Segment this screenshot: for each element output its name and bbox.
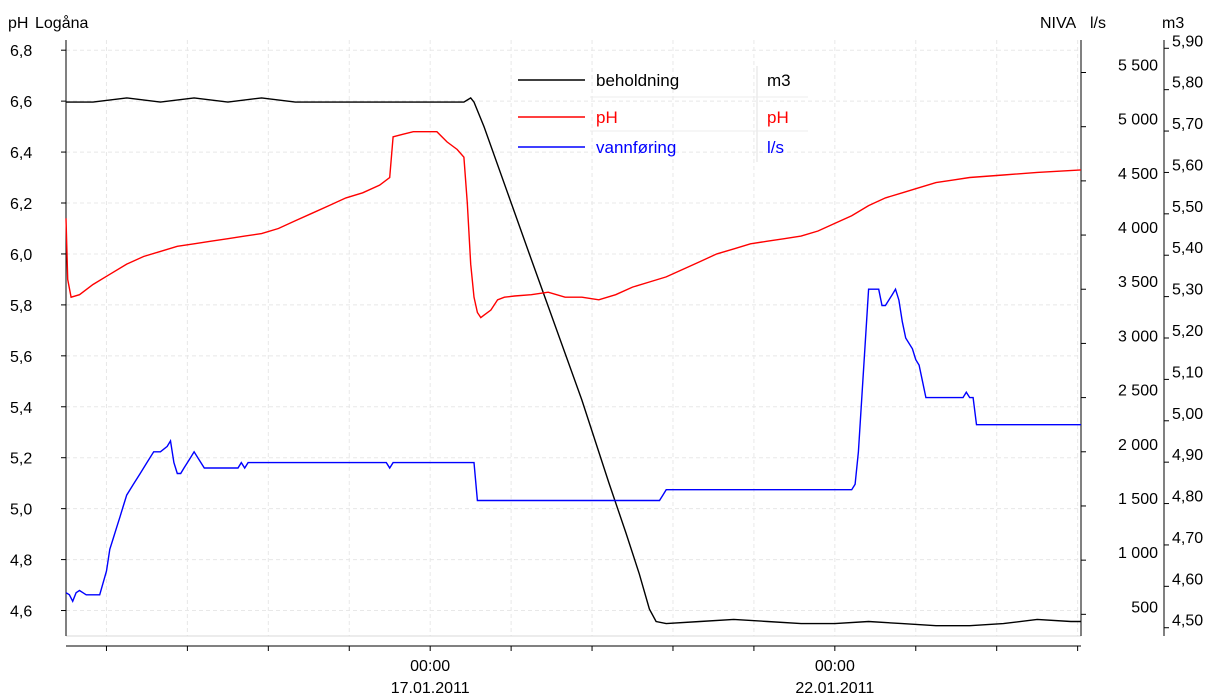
date-tick-label: 22.01.2011 [795,680,874,697]
gridlines [66,40,1081,636]
m3-tick-label: 5,00 [1172,406,1203,423]
legend-unit-beholdning: m3 [767,71,791,90]
time-axis-ticks: 00:00 17.01.2011 00:00 22.01.2011 [105,646,1079,697]
ph-unit-label: pH [8,15,28,32]
ph-tick-label: 4,8 [10,553,32,570]
date-tick-label: 17.01.2011 [391,680,470,697]
m3-tick-label: 5,20 [1172,323,1203,340]
ph-tick-label: 4,6 [10,604,32,621]
flow-tick-label: 1 000 [1118,545,1158,562]
legend-unit-ph: pH [767,108,789,127]
plot-area [66,40,1081,636]
flow-axis-ticks: 500 1 000 1 500 2 000 2 500 3 000 3 500 4 000 4 … [1081,58,1158,616]
flow-tick-label: 1 500 [1118,491,1158,508]
m3-tick-label: 4,70 [1172,530,1203,547]
ph-tick-label: 6,0 [10,247,32,264]
m3-tick-label: 5,10 [1172,364,1203,381]
ph-tick-label: 5,0 [10,502,32,519]
flow-tick-label: 3 000 [1118,328,1158,345]
niva-label: NIVA [1040,15,1076,32]
m3-tick-label: 4,80 [1172,489,1203,506]
legend-name-beholdning: beholdning [596,71,679,90]
ph-tick-label: 6,4 [10,145,32,162]
flow-tick-label: 5 000 [1118,112,1158,129]
ph-tick-label: 5,8 [10,298,32,315]
flow-tick-label: 3 500 [1118,274,1158,291]
m3-tick-label: 5,80 [1172,75,1203,92]
legend: beholdning m3 pH pH vannføring l/s [518,66,808,162]
flow-tick-label: 500 [1131,599,1158,616]
m3-tick-label: 5,60 [1172,157,1203,174]
flow-tick-label: 2 500 [1118,383,1158,400]
m3-tick-label: 5,90 [1172,33,1203,50]
legend-name-ph: pH [596,108,618,127]
flow-tick-label: 4 000 [1118,220,1158,237]
m3-unit-header: m3 [1162,15,1184,32]
m3-tick-label: 5,70 [1172,116,1203,133]
legend-name-vannforing: vannføring [596,138,676,157]
ph-tick-label: 6,8 [10,43,32,60]
m3-tick-label: 5,30 [1172,282,1203,299]
m3-tick-label: 4,60 [1172,571,1203,588]
m3-axis-ticks: 4,50 4,60 4,70 4,80 4,90 5,00 5,10 5,20 5,30 5,40… [1164,33,1203,630]
flow-tick-label: 4 500 [1118,166,1158,183]
series-line-ph [65,130,1082,319]
flow-tick-label: 2 000 [1118,437,1158,454]
series-line-beholdning [66,96,1081,627]
time-tick-label: 00:00 [410,658,450,675]
ph-tick-label: 5,2 [10,451,32,468]
series-lines [65,96,1082,627]
ph-tick-label: 5,4 [10,400,32,417]
m3-tick-label: 5,40 [1172,240,1203,257]
m3-tick-label: 5,50 [1172,199,1203,216]
ph-tick-label: 5,6 [10,349,32,366]
m3-tick-label: 4,90 [1172,447,1203,464]
flow-tick-label: 5 500 [1118,58,1158,75]
series-line-vannf-ring [65,287,1081,604]
station-title: Logåna [35,14,88,32]
ph-tick-label: 6,6 [10,94,32,111]
ph-tick-label: 6,2 [10,196,32,213]
legend-unit-vannforing: l/s [767,138,784,157]
ls-unit-header: l/s [1090,15,1106,32]
ph-axis-ticks: 4,6 4,8 5,0 5,2 5,4 5,6 5,8 6,0 6,2 6,4 6,6 6,8 [10,43,66,621]
m3-tick-label: 4,50 [1172,613,1203,630]
time-tick-label: 00:00 [815,658,855,675]
